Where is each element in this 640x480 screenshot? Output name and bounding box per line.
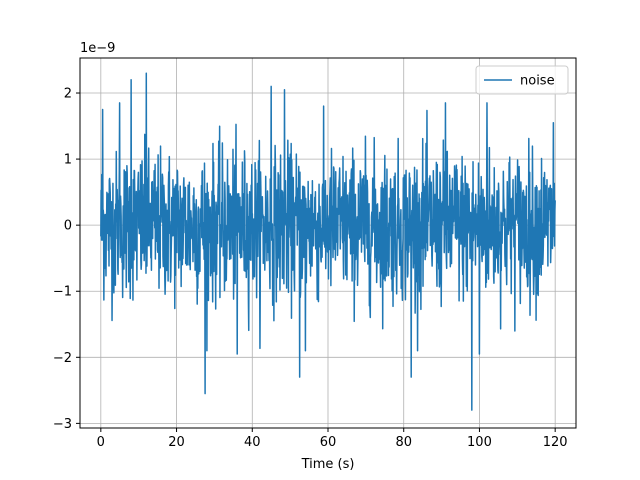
series-layer <box>100 72 556 411</box>
legend: noise <box>475 65 569 95</box>
tick-layer: 0 20 40 60 80 100 120 −3 −2 −1 0 1 2 <box>53 87 568 450</box>
y-tick-label: −2 <box>53 351 72 366</box>
x-tick-label: 120 <box>543 435 568 450</box>
y-tick-label: −1 <box>53 285 72 300</box>
x-tick-label: 40 <box>244 435 261 450</box>
x-tick-label: 0 <box>97 435 105 450</box>
x-tick-label: 20 <box>168 435 185 450</box>
legend-box <box>475 65 569 95</box>
y-tick-label: 2 <box>64 87 72 102</box>
y-tick-label: 0 <box>64 219 72 234</box>
x-axis-label: Time (s) <box>301 457 355 472</box>
y-tick-label: 1 <box>64 153 72 168</box>
x-tick-label: 60 <box>320 435 337 450</box>
legend-label-noise: noise <box>520 74 555 89</box>
x-tick-label: 80 <box>395 435 412 450</box>
y-tick-label: −3 <box>53 417 72 432</box>
x-tick-label: 100 <box>467 435 492 450</box>
y-offset-text: 1e−9 <box>80 41 115 56</box>
series-line-noise <box>100 72 556 411</box>
